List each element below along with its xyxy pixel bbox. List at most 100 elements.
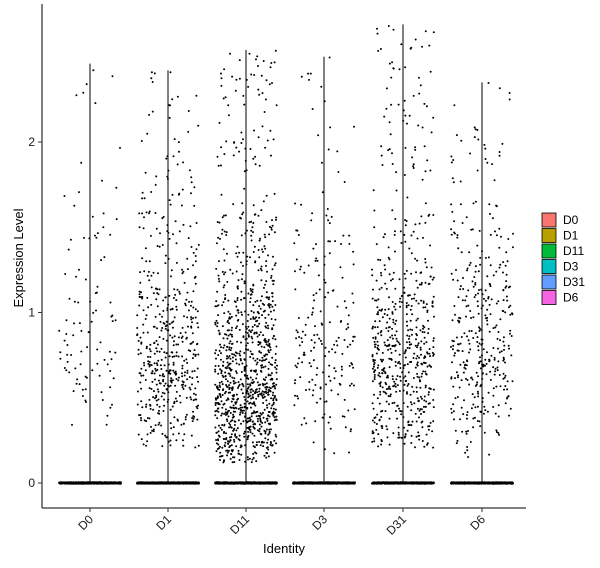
point-D1 xyxy=(156,403,159,406)
point-D11 xyxy=(261,250,264,253)
point-D1 xyxy=(186,268,189,271)
point-D11 xyxy=(228,346,231,349)
point-D11 xyxy=(258,430,261,433)
point-D1 xyxy=(175,308,178,311)
point-D11 xyxy=(271,305,274,308)
point-D1 xyxy=(163,375,166,378)
point-D11 xyxy=(225,140,228,143)
point-zero-D1 xyxy=(149,482,151,485)
point-D1 xyxy=(156,327,158,330)
point-D0 xyxy=(84,399,87,402)
point-D11 xyxy=(234,89,237,92)
point-D11 xyxy=(216,221,219,223)
point-D11 xyxy=(221,446,224,449)
point-D11 xyxy=(243,282,246,285)
point-D11 xyxy=(235,78,238,81)
point-D11 xyxy=(227,443,230,445)
point-D11 xyxy=(227,356,230,359)
point-D0 xyxy=(81,395,84,397)
point-D1 xyxy=(147,306,150,309)
point-D1 xyxy=(196,367,199,370)
point-zero-D11 xyxy=(245,481,248,484)
point-D11 xyxy=(258,427,261,430)
point-zero-D1 xyxy=(160,481,163,484)
point-D1 xyxy=(155,394,158,397)
point-D11 xyxy=(245,229,248,232)
point-D11 xyxy=(252,381,255,383)
point-D11 xyxy=(235,327,237,330)
point-D1 xyxy=(175,351,178,354)
point-zero-D0 xyxy=(101,482,103,485)
point-D11 xyxy=(230,315,233,318)
point-D1 xyxy=(178,394,181,397)
point-D1 xyxy=(160,368,163,370)
point-D0 xyxy=(78,191,80,194)
point-D11 xyxy=(216,325,219,328)
point-D1 xyxy=(140,419,143,422)
point-D11 xyxy=(261,390,264,393)
point-D11 xyxy=(251,458,254,461)
point-D11 xyxy=(215,267,218,270)
point-D11 xyxy=(220,193,223,196)
point-zero-D11 xyxy=(244,482,247,484)
point-D11 xyxy=(230,333,233,336)
point-D11 xyxy=(235,370,237,373)
point-D11 xyxy=(218,260,220,263)
point-D1 xyxy=(142,227,145,230)
point-D1 xyxy=(148,260,151,263)
point-D1 xyxy=(183,315,185,318)
point-D11 xyxy=(271,378,274,380)
point-D1 xyxy=(156,245,159,247)
point-D11 xyxy=(217,443,220,446)
point-D1 xyxy=(194,255,197,257)
point-D11 xyxy=(236,427,239,430)
point-D11 xyxy=(249,301,252,303)
point-D11 xyxy=(217,236,220,239)
point-D11 xyxy=(226,380,229,383)
point-D1 xyxy=(160,329,163,332)
point-D11 xyxy=(251,329,254,332)
point-D11 xyxy=(235,252,238,255)
point-zero-D11 xyxy=(235,481,238,484)
point-D1 xyxy=(166,230,169,233)
point-D1 xyxy=(148,212,150,215)
point-D1 xyxy=(150,303,153,306)
point-D11 xyxy=(272,414,275,417)
point-D11 xyxy=(225,231,228,234)
point-D1 xyxy=(144,318,147,320)
point-D1 xyxy=(183,281,186,284)
point-D1 xyxy=(152,271,155,274)
point-D0 xyxy=(78,268,80,271)
point-D0 xyxy=(73,204,76,207)
point-D1 xyxy=(145,405,147,408)
point-D11 xyxy=(224,298,226,301)
point-D1 xyxy=(155,399,158,402)
point-D11 xyxy=(265,326,268,329)
point-D11 xyxy=(235,146,238,149)
point-D1 xyxy=(166,400,169,403)
point-D11 xyxy=(229,340,232,343)
point-D0 xyxy=(111,403,113,406)
point-zero-D1 xyxy=(167,481,170,484)
point-D1 xyxy=(142,331,145,334)
point-D11 xyxy=(224,366,227,369)
point-D11 xyxy=(274,353,277,355)
point-D11 xyxy=(222,337,225,340)
point-D1 xyxy=(138,293,141,296)
point-D11 xyxy=(216,402,218,404)
point-zero-D1 xyxy=(155,481,158,484)
point-D11 xyxy=(262,416,265,419)
point-D1 xyxy=(142,443,145,446)
point-D1 xyxy=(197,444,200,447)
point-D0 xyxy=(59,357,62,360)
point-D11 xyxy=(226,321,229,323)
point-D1 xyxy=(195,222,198,224)
point-D11 xyxy=(253,74,256,76)
point-D11 xyxy=(275,418,278,421)
point-D11 xyxy=(247,434,250,437)
point-D1 xyxy=(153,325,156,328)
point-D11 xyxy=(276,364,278,367)
point-D11 xyxy=(251,353,254,356)
point-D11 xyxy=(219,237,221,240)
point-D1 xyxy=(189,396,192,399)
